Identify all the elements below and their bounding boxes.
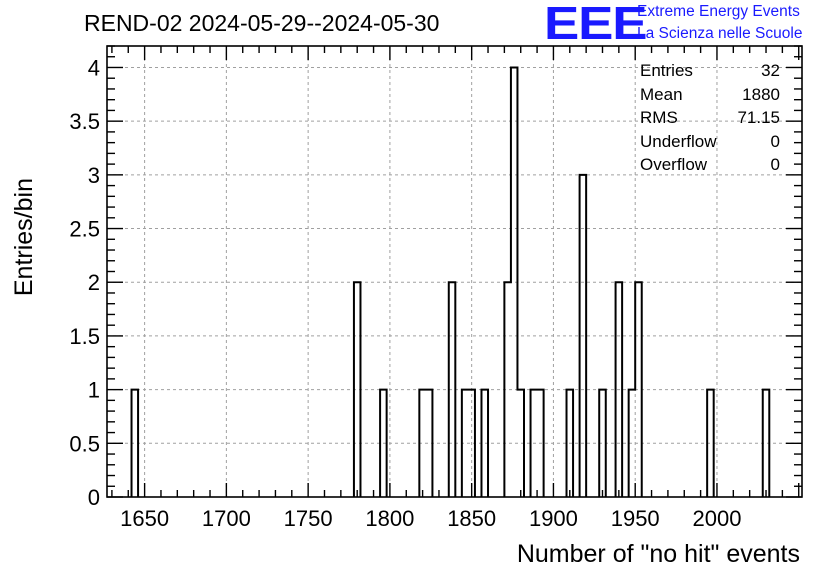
x-tick-label: 1850 [447, 506, 496, 531]
histogram-bin [449, 282, 456, 497]
histogram-bin [629, 390, 636, 497]
histogram-bin [707, 390, 714, 497]
stat-value: 32 [761, 61, 780, 80]
histogram-bin [531, 390, 538, 497]
stat-label: RMS [640, 108, 678, 127]
stat-label: Underflow [640, 131, 717, 151]
histogram-bin [599, 390, 606, 497]
y-tick-label: 0 [88, 485, 100, 510]
histogram-bin [354, 282, 361, 497]
histogram-bin [580, 175, 587, 497]
histogram-bin [468, 390, 475, 497]
stat-underflow: Underflow 0 [640, 130, 780, 154]
x-axis: 1650 1700 1750 1800 1850 1900 1950 2000 [111, 46, 800, 531]
x-tick-label: 1700 [202, 506, 251, 531]
y-tick-label: 0.5 [69, 431, 100, 456]
stat-value: 0 [770, 155, 780, 174]
y-axis: 0 0.5 1 1.5 2 2.5 3 3.5 4 [69, 45, 802, 510]
histogram-bin [419, 390, 426, 497]
histogram-bin [462, 390, 469, 497]
stat-value: 1880 [742, 84, 780, 104]
x-tick-label: 2000 [692, 506, 741, 531]
eee-logo: EEE [544, 0, 648, 49]
x-tick-label: 1650 [120, 506, 169, 531]
histogram-series [130, 66, 771, 497]
x-tick-label: 1800 [365, 506, 414, 531]
histogram-bin [511, 67, 518, 497]
stat-label: Overflow [640, 155, 708, 174]
histogram-bin [504, 282, 511, 497]
x-tick-label: 1900 [529, 506, 578, 531]
grid-lines [107, 46, 802, 497]
histogram-bin [380, 390, 387, 497]
stat-value: 71.15 [737, 108, 780, 127]
logo-line-2: La Scienza nelle Scuole [637, 25, 803, 42]
y-axis-label: Entries/bin [10, 178, 38, 296]
histogram-bin [517, 390, 524, 497]
histogram-bin [616, 282, 623, 497]
histogram-bin [132, 390, 139, 497]
x-axis-label: Number of "no hit" events [517, 540, 800, 568]
y-tick-label: 1 [88, 378, 100, 403]
stat-value: 0 [770, 131, 780, 151]
x-tick-label: 1750 [284, 506, 333, 531]
stat-overflow: Overflow 0 [640, 153, 780, 177]
y-tick-label: 3.5 [69, 109, 100, 134]
stat-label: Mean [640, 84, 683, 104]
y-tick-label: 1.5 [69, 324, 100, 349]
y-tick-label: 4 [88, 55, 100, 80]
histogram-bin [635, 282, 642, 497]
stats-box: Entries 32 Mean 1880 RMS 71.15 Underflow 0 O… [640, 59, 780, 177]
histogram-bin [567, 390, 574, 497]
y-tick-label: 2.5 [69, 217, 100, 242]
histogram-outline [130, 66, 771, 497]
histogram-bin [426, 390, 433, 497]
logo-line-1: Extreme Energy Events [637, 3, 800, 20]
stat-rms: RMS 71.15 [640, 106, 780, 130]
y-tick-label: 3 [88, 163, 100, 188]
histogram-bin [537, 390, 544, 497]
stat-mean: Mean 1880 [640, 83, 780, 107]
stat-entries: Entries 32 [640, 59, 780, 83]
stat-label: Entries [640, 61, 693, 80]
x-tick-label: 1950 [611, 506, 660, 531]
chart-title: REND-02 2024-05-29--2024-05-30 [84, 10, 440, 36]
histogram-bin [481, 390, 488, 497]
y-tick-label: 2 [88, 270, 100, 295]
histogram-bin [763, 390, 770, 497]
